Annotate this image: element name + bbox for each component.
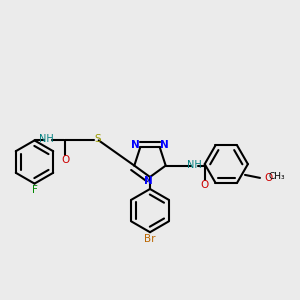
Text: S: S	[94, 134, 101, 144]
Text: Br: Br	[144, 234, 156, 244]
Text: N: N	[131, 140, 140, 150]
Text: NH: NH	[39, 134, 54, 145]
Text: N: N	[160, 140, 169, 150]
Text: F: F	[32, 185, 38, 195]
Text: CH₃: CH₃	[268, 172, 285, 182]
Text: O: O	[61, 155, 70, 165]
Text: O: O	[201, 180, 209, 190]
Text: N: N	[144, 176, 153, 187]
Text: NH: NH	[188, 160, 202, 170]
Text: O: O	[264, 173, 272, 183]
